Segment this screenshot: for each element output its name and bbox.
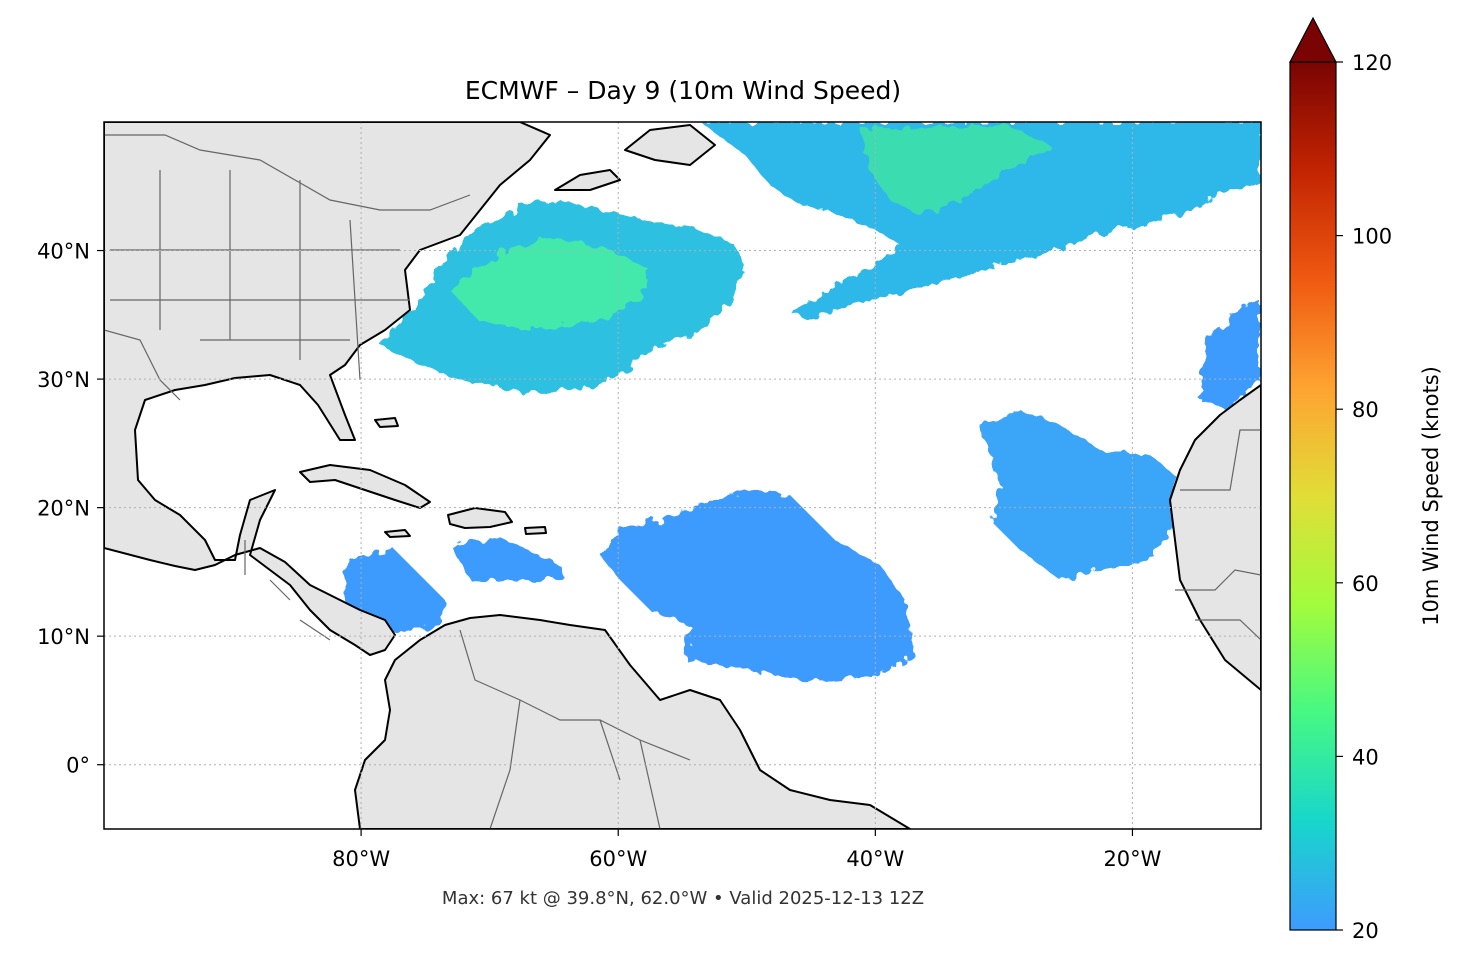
colorbar-label: 10m Wind Speed (knots) — [1419, 366, 1443, 626]
map-footer: Max: 67 kt @ 39.8°N, 62.0°W • Valid 2025… — [442, 888, 924, 909]
wind-area-canary-streak — [1200, 300, 1260, 410]
colorbar-ticks: 20 40 60 80 100 120 — [1336, 51, 1392, 943]
lat-tick-label: 30°N — [37, 368, 90, 392]
border-canada-us — [104, 134, 471, 211]
border-africa — [1175, 429, 1261, 641]
border-mexico-us — [104, 329, 181, 401]
land-africa — [1169, 384, 1261, 691]
land-puerto-rico — [524, 526, 547, 535]
lon-tick-label: 40°W — [846, 847, 904, 871]
country-state-borders — [104, 134, 1261, 829]
colorbar-bar — [1289, 61, 1337, 931]
wind-speed-field — [345, 122, 1261, 682]
lon-tick-label: 60°W — [589, 847, 647, 871]
colorbar-tick-label: 100 — [1352, 225, 1392, 249]
wind-core-northeast-atlantic — [860, 126, 1050, 215]
land-bahamas — [374, 417, 399, 428]
lat-tick-label: 10°N — [37, 625, 90, 649]
wind-area-caribbean — [345, 550, 445, 632]
border-south-america — [459, 629, 691, 829]
wind-area-northeast-atlantic — [700, 122, 1261, 318]
map-frame — [103, 121, 1262, 830]
map-axes: 80°W 60°W 40°W 20°W 40°N 30°N 20°N 10°N 0° — [37, 240, 1162, 871]
map-plot-area — [104, 122, 1261, 829]
lat-tick-label: 40°N — [37, 240, 90, 264]
land-north-america — [104, 122, 551, 656]
colorbar-extend-arrow — [1289, 16, 1337, 63]
lon-tick-label: 80°W — [332, 847, 390, 871]
colorbar-tick-label: 120 — [1352, 51, 1392, 75]
colorbar-tick-label: 80 — [1352, 398, 1379, 422]
land-greenland-newfoundland — [624, 124, 716, 166]
land-masses — [104, 122, 1261, 829]
land-nova-scotia — [554, 169, 621, 191]
wind-area-central-atlantic-south — [600, 490, 915, 682]
wind-area-eastern-atlantic — [980, 410, 1175, 580]
wind-core-us-east-coast — [450, 238, 650, 330]
lat-tick-label: 0° — [66, 754, 90, 778]
lon-tick-label: 20°W — [1103, 847, 1161, 871]
land-south-america — [354, 614, 911, 829]
map-title: ECMWF – Day 9 (10m Wind Speed) — [465, 76, 901, 105]
land-hispaniola — [447, 507, 513, 529]
wind-area-lesser-antilles — [450, 538, 565, 582]
colorbar-tick-label: 60 — [1352, 572, 1379, 596]
colorbar-tick-label: 20 — [1352, 919, 1379, 943]
land-jamaica — [384, 529, 411, 538]
colorbar-tick-label: 40 — [1352, 745, 1379, 769]
border-states-1 — [110, 170, 410, 381]
colorbar: 20 40 60 80 100 120 10m Wind Speed (knots) — [1289, 16, 1443, 943]
lat-tick-label: 20°N — [37, 497, 90, 521]
